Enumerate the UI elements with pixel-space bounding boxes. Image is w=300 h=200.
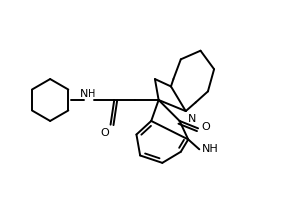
Text: N: N [80, 89, 88, 99]
Text: O: O [100, 128, 109, 138]
Text: N: N [188, 114, 196, 124]
Text: NH: NH [202, 144, 218, 154]
Text: O: O [202, 122, 211, 132]
Text: H: H [88, 89, 96, 99]
